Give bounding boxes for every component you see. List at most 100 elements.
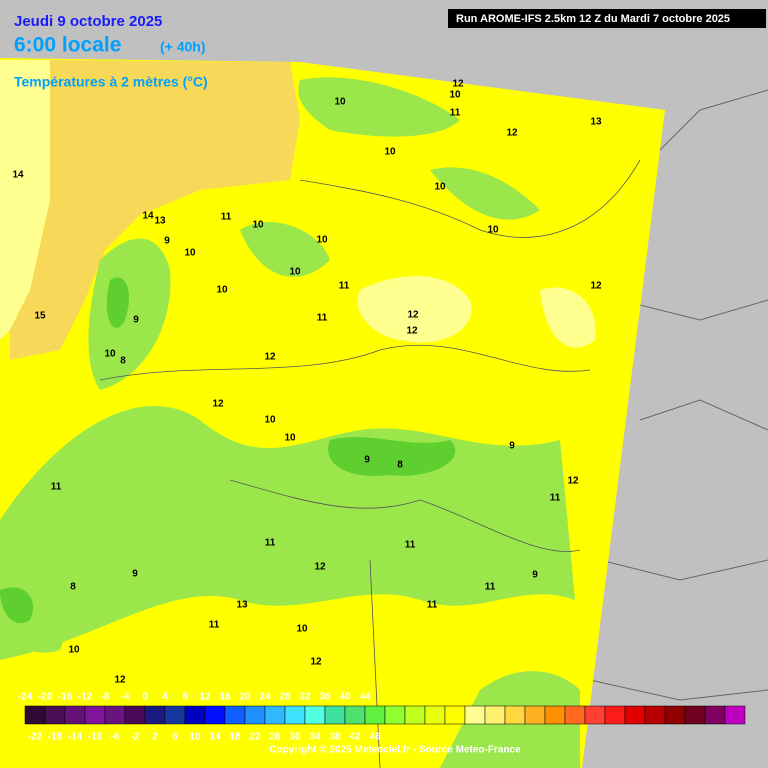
legend-label: 22	[249, 732, 261, 743]
legend-label: 38	[329, 732, 341, 743]
contour-label: 10	[384, 147, 396, 158]
legend-swatch	[84, 705, 106, 725]
time: 6:00 locale	[14, 34, 121, 57]
legend-swatch	[584, 705, 606, 725]
contour-label: 12	[406, 326, 418, 337]
legend-label: 42	[349, 732, 361, 743]
contour-label: 10	[334, 97, 346, 108]
contour-label: 13	[154, 216, 166, 227]
contour-label: 10	[487, 225, 499, 236]
legend-swatch	[444, 705, 466, 725]
borders	[589, 89, 768, 701]
contour-label: 12	[590, 281, 602, 292]
contour-label: 12	[314, 562, 326, 573]
contour-label: 11	[427, 600, 438, 611]
legend-swatch	[64, 705, 86, 725]
contour-label: 11	[221, 212, 232, 223]
contour-label: 10	[252, 220, 264, 231]
legend-swatch	[524, 705, 546, 725]
legend-label: 26	[269, 732, 281, 743]
contour-label: 12	[114, 675, 126, 686]
legend-swatch	[364, 705, 386, 725]
legend-label: 32	[299, 692, 311, 703]
contour-label: 11	[209, 620, 220, 631]
run-banner	[448, 9, 766, 28]
copyright: Copyright © 2025 Meteociel.fr - Source M…	[269, 745, 521, 756]
contour-label: 9	[532, 570, 538, 581]
legend-swatch	[184, 705, 206, 725]
contour-label: 10	[289, 267, 301, 278]
contour-label: 12	[452, 79, 464, 90]
contour-label: 11	[450, 108, 461, 119]
legend-label: 44	[359, 692, 371, 703]
legend-swatch	[344, 705, 366, 725]
contour-label: 12	[567, 476, 579, 487]
contour-label: 14	[142, 211, 154, 222]
contour-label: 15	[34, 311, 46, 322]
legend-swatch	[564, 705, 586, 725]
legend-label: -12	[78, 692, 93, 703]
contour-label: 9	[133, 315, 139, 326]
contour-label: 9	[164, 236, 170, 247]
legend-label: 30	[289, 732, 301, 743]
legend-swatch	[404, 705, 426, 725]
contour-label: 8	[397, 460, 403, 471]
contour-label: 10	[264, 415, 276, 426]
country-borders	[99, 159, 641, 768]
legend-label: -14	[68, 732, 83, 743]
legend-label: 4	[162, 692, 168, 703]
legend-swatch	[104, 705, 126, 725]
legend-label: -10	[88, 732, 103, 743]
run-info: Run AROME-IFS 2.5km 12 Z du Mardi 7 octo…	[456, 13, 730, 25]
legend-label: -16	[58, 692, 73, 703]
legend-label: -18	[48, 732, 63, 743]
legend-swatch	[204, 705, 226, 725]
legend-swatch	[684, 705, 706, 725]
contour-label: 10	[216, 285, 228, 296]
legend-label: 24	[259, 692, 271, 703]
legend-swatch	[284, 705, 306, 725]
contour-label: 11	[265, 538, 276, 549]
legend-swatch	[24, 705, 46, 725]
legend-label: -8	[101, 692, 110, 703]
legend-label: -24	[18, 692, 33, 703]
legend-label: 18	[229, 732, 241, 743]
legend-swatch	[424, 705, 446, 725]
contour-label: 9	[509, 441, 515, 452]
contour-label: 14	[12, 170, 24, 181]
legend-label: 34	[309, 732, 321, 743]
legend-swatch	[664, 705, 686, 725]
contour-label: 10	[284, 433, 296, 444]
contour-label: 12	[264, 352, 276, 363]
legend-swatch	[504, 705, 526, 725]
contour-label: 9	[132, 569, 138, 580]
legend-swatch	[264, 705, 286, 725]
contour-label: 11	[339, 281, 350, 292]
contour-label: 9	[364, 455, 370, 466]
legend-label: 2	[152, 732, 158, 743]
contour-label: 10	[434, 182, 446, 193]
legend-label: 14	[209, 732, 221, 743]
contour-label: 11	[550, 493, 561, 504]
legend-label: 6	[172, 732, 178, 743]
sea-light	[0, 60, 50, 340]
legend-swatch	[604, 705, 626, 725]
legend-swatch	[464, 705, 486, 725]
legend-swatch	[304, 705, 326, 725]
contour-label: 11	[317, 313, 328, 324]
contour-label: 10	[449, 90, 461, 101]
contour-label: 10	[296, 624, 308, 635]
legend-swatch	[124, 705, 146, 725]
legend-swatch	[724, 705, 746, 725]
legend-label: 16	[219, 692, 231, 703]
legend-label: -20	[38, 692, 53, 703]
legend-label: 10	[189, 732, 201, 743]
contour-label: 11	[485, 582, 496, 593]
contour-label: 12	[506, 128, 518, 139]
legend-label: 20	[239, 692, 251, 703]
legend-swatch	[144, 705, 166, 725]
legend-swatch	[544, 705, 566, 725]
legend-swatch	[224, 705, 246, 725]
